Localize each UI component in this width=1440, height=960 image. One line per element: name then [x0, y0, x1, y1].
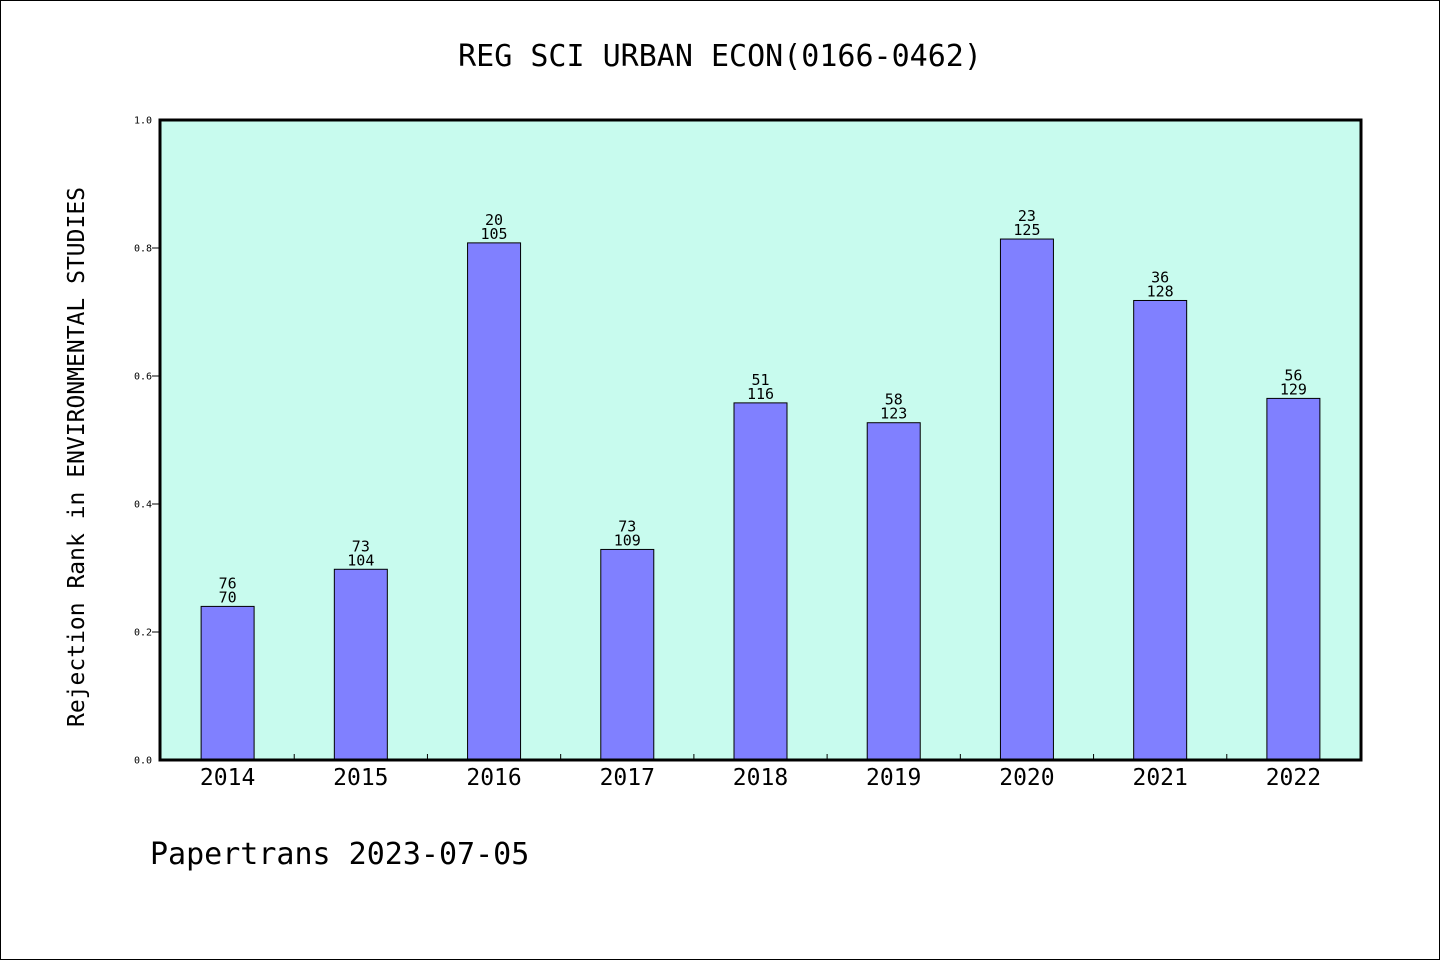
bar-label-top-2021: 36: [1151, 268, 1169, 286]
bar-label-top-2015: 73: [352, 537, 370, 555]
x-tick-label-2022: 2022: [1266, 765, 1321, 791]
x-axis-ticks: 2014 2015 2016 2017 2018 2019 2020 2021 2022: [200, 754, 1321, 791]
x-tick-label-2016: 2016: [466, 765, 521, 791]
chart-title: REG SCI URBAN ECON(0166-0462): [458, 39, 982, 74]
bar-label-bottom-2014: 70: [219, 588, 237, 606]
bar-label-bottom-2019: 123: [880, 405, 907, 423]
bar-2015: [333, 568, 388, 761]
bars-layer: [200, 238, 1321, 761]
x-tick-label-2019: 2019: [866, 765, 921, 791]
bar-2021: [1133, 299, 1188, 761]
bar-label-bottom-2015: 104: [347, 551, 374, 569]
bar-label-top-2014: 76: [219, 574, 237, 592]
bar-2022: [1266, 397, 1321, 761]
y-tick-label-1.0: 1.0: [134, 116, 152, 127]
x-tick-label-2021: 2021: [1132, 765, 1187, 791]
bar-label-bottom-2020: 125: [1013, 221, 1040, 239]
x-tick-label-2014: 2014: [200, 765, 255, 791]
y-axis-label: Rejection Rank in ENVIRONMENTAL STUDIES: [64, 187, 90, 727]
y-tick-label-0.8: 0.8: [134, 244, 152, 255]
x-tick-label-2017: 2017: [600, 765, 655, 791]
bar-2014: [200, 605, 255, 761]
x-tick-label-2020: 2020: [999, 765, 1054, 791]
bar-label-bottom-2016: 105: [481, 225, 508, 243]
x-tick-label-2015: 2015: [333, 765, 388, 791]
bar-2017: [600, 548, 655, 761]
bar-label-bottom-2022: 129: [1280, 380, 1307, 398]
y-tick-label-0.4: 0.4: [134, 500, 152, 511]
bar-label-bottom-2021: 128: [1147, 282, 1174, 300]
bar-label-top-2017: 73: [618, 517, 636, 535]
plot-border: [158, 118, 1363, 762]
bar-label-bottom-2018: 116: [747, 385, 774, 403]
bar-2016: [467, 242, 522, 761]
y-axis-ticks: 0.0 0.2 0.4 0.6 0.8 1.0: [134, 116, 160, 767]
bar-label-top-2016: 20: [485, 211, 503, 229]
bar-label-top-2022: 56: [1284, 366, 1302, 384]
footer-credit: Papertrans 2023-07-05: [150, 837, 529, 872]
bar-2020: [999, 238, 1054, 761]
bar-label-top-2020: 23: [1018, 207, 1036, 225]
bar-2018: [733, 402, 788, 761]
x-tick-label-2018: 2018: [733, 765, 788, 791]
bar-label-top-2018: 51: [751, 371, 769, 389]
y-tick-label-0.2: 0.2: [134, 628, 152, 639]
bar-2019: [866, 422, 921, 761]
bar-label-bottom-2017: 109: [614, 531, 641, 549]
bar-label-top-2019: 58: [885, 391, 903, 409]
y-tick-label-0.0: 0.0: [134, 756, 152, 767]
y-tick-label-0.6: 0.6: [134, 372, 152, 383]
